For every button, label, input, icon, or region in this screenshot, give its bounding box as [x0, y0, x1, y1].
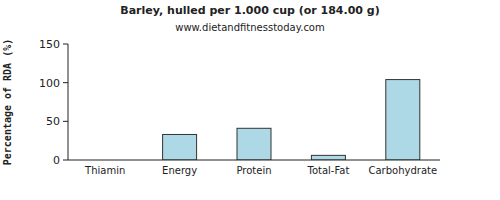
bar [311, 155, 345, 160]
x-tick-label: Total-Fat [306, 165, 349, 176]
y-tick-label: 100 [39, 77, 60, 90]
chart-container: Barley, hulled per 1.000 cup (or 184.00 … [0, 0, 500, 200]
x-tick-label: Energy [162, 165, 197, 176]
subtitle: www.dietandfitnesstoday.com [175, 22, 324, 33]
bar [237, 128, 271, 160]
chart-svg: Barley, hulled per 1.000 cup (or 184.00 … [0, 0, 500, 200]
y-axis-label: Percentage of RDA (%) [2, 39, 13, 165]
x-tick-label: Carbohydrate [368, 165, 437, 176]
bars [163, 80, 420, 160]
x-tick-label: Protein [236, 165, 271, 176]
y-tick-label: 0 [53, 154, 60, 167]
bar [386, 80, 420, 160]
y-tick-label: 150 [39, 38, 60, 51]
x-tick-label: Thiamin [84, 165, 125, 176]
x-axis-line [68, 160, 440, 161]
y-tick [63, 44, 68, 45]
y-tick [63, 160, 68, 161]
y-tick [63, 82, 68, 83]
y-tick-label: 50 [46, 115, 60, 128]
bar [163, 134, 197, 160]
y-axis-line [68, 44, 69, 160]
y-tick [63, 121, 68, 122]
title: Barley, hulled per 1.000 cup (or 184.00 … [120, 4, 379, 17]
